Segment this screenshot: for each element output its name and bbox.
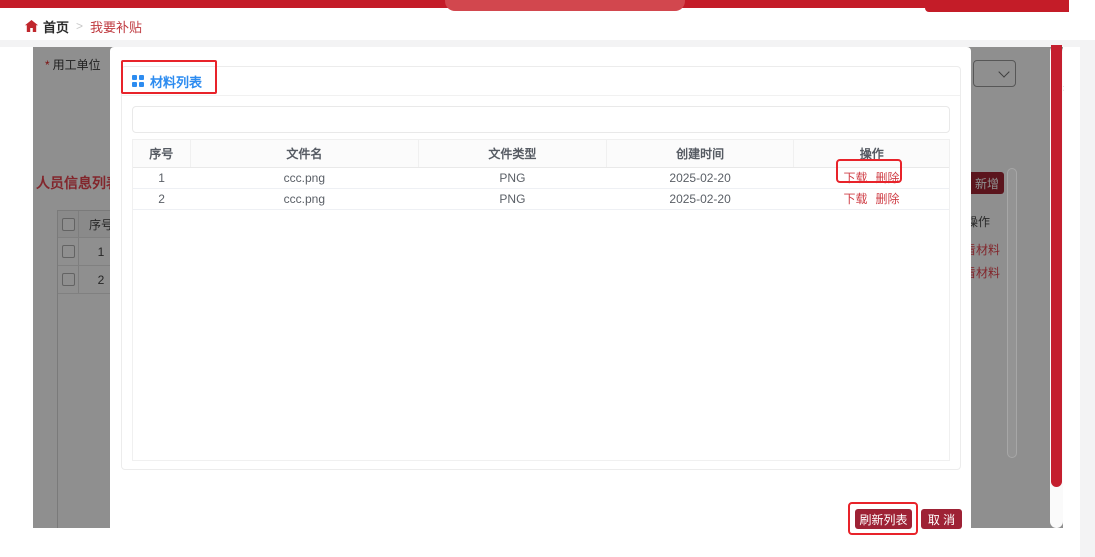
material-table-container: 序号 文件名 文件类型 创建时间 操作 1 ccc.png PNG 2025-0: [132, 139, 950, 461]
breadcrumb-home-link[interactable]: 首页: [25, 17, 69, 36]
table-row: 1 ccc.png PNG 2025-02-20 下载 删除: [133, 167, 949, 189]
cell-operation: 下载 删除: [793, 167, 949, 189]
grid-icon: [132, 75, 144, 87]
page-gap-strip: [0, 40, 1095, 47]
delete-link[interactable]: 删除: [875, 171, 900, 185]
dialog-title-bar: 材料列表: [122, 67, 960, 96]
cell-filename: ccc.png: [190, 167, 419, 189]
col-header-seq: 序号: [133, 140, 191, 168]
required-star: *: [45, 58, 50, 72]
breadcrumb-separator: >: [76, 19, 84, 33]
material-table-header-row: 序号 文件名 文件类型 创建时间 操作: [133, 140, 949, 168]
select-all-checkbox[interactable]: [61, 217, 75, 231]
download-link[interactable]: 下载: [843, 192, 868, 206]
personnel-header-checkbox-cell: [58, 211, 79, 237]
employer-field-label: * 用工单位: [45, 58, 101, 72]
cell-created: 2025-02-20: [606, 167, 794, 189]
material-list-dialog: × 材料列表 序号 文件名 文件类型 创建时间 操作: [110, 47, 1064, 540]
page-scrollbar-thumb[interactable]: [1051, 45, 1062, 487]
breadcrumb: 首页 > 我要补贴: [25, 17, 143, 36]
row-checkbox[interactable]: [61, 245, 75, 258]
cell-seq: 1: [133, 167, 191, 189]
download-link[interactable]: 下载: [843, 171, 868, 185]
cell-operation: 下载 删除: [793, 188, 949, 210]
delete-link[interactable]: 删除: [875, 192, 900, 206]
cell-filename: ccc.png: [190, 188, 419, 210]
inner-scrollbar-thumb[interactable]: [1007, 168, 1017, 458]
personnel-row-seq: 2: [97, 272, 105, 287]
table-row: 2 ccc.png PNG 2025-02-20 下载 删除: [133, 188, 949, 210]
employer-select-dropdown[interactable]: [973, 60, 1016, 87]
personnel-list-heading: 人员信息列表: [36, 175, 120, 191]
search-toolbar-box[interactable]: [132, 106, 950, 133]
cell-seq: 2: [133, 188, 191, 210]
cell-created: 2025-02-20: [606, 188, 794, 210]
top-bar-tab-highlight: [445, 0, 685, 11]
cell-filetype: PNG: [418, 188, 607, 210]
personnel-seq-header: 序号: [88, 217, 113, 232]
breadcrumb-home-label: 首页: [43, 19, 70, 35]
col-header-created: 创建时间: [606, 140, 795, 168]
home-icon: [25, 20, 38, 32]
cancel-button[interactable]: 取 消: [921, 509, 962, 529]
top-bar-right-segment: [925, 0, 1069, 12]
col-header-filename: 文件名: [190, 140, 420, 168]
material-list-panel: 材料列表 序号 文件名 文件类型 创建时间 操作: [121, 66, 961, 470]
row-checkbox[interactable]: [61, 273, 75, 286]
material-table: 序号 文件名 文件类型 创建时间 操作 1 ccc.png PNG 2025-0: [133, 140, 949, 210]
breadcrumb-current: 我要补贴: [90, 19, 143, 35]
operation-column-header: 操作: [966, 215, 991, 229]
page-right-gutter: [1080, 40, 1095, 557]
refresh-list-button[interactable]: 刷新列表: [855, 509, 912, 529]
cell-filetype: PNG: [418, 167, 607, 189]
dialog-title: 材料列表: [150, 74, 203, 90]
col-header-operation: 操作: [793, 140, 949, 168]
personnel-row-seq: 1: [97, 244, 105, 259]
col-header-filetype: 文件类型: [418, 140, 607, 168]
